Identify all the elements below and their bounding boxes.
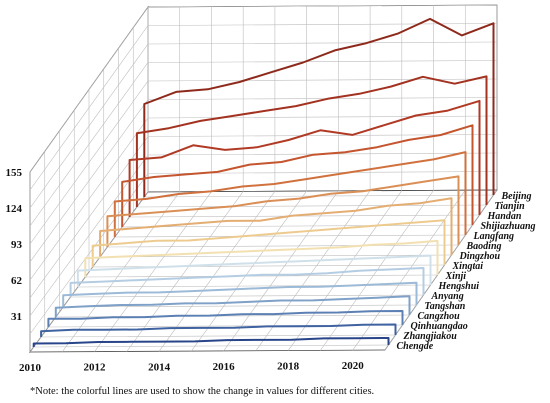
chart-series bbox=[32, 17, 495, 347]
grid-line bbox=[158, 191, 276, 352]
series-label: Hengshui bbox=[438, 281, 480, 292]
x-tick-label: 2016 bbox=[213, 361, 236, 373]
y-tick-label: 124 bbox=[6, 203, 23, 215]
series-line-cangzhou bbox=[54, 295, 411, 317]
series-label: Anyang bbox=[431, 291, 464, 302]
series-line-xingtai bbox=[91, 219, 446, 267]
grid-line bbox=[94, 191, 212, 352]
footnote: *Note: the colorful lines are used to sh… bbox=[30, 386, 375, 397]
grid-line bbox=[147, 97, 498, 100]
grid-line bbox=[147, 115, 498, 119]
x-tick-labels: 2010 2012 2014 2016 2018 2020 bbox=[19, 360, 364, 374]
grid-line bbox=[114, 234, 466, 238]
series-line-xinji bbox=[84, 239, 439, 277]
series-label: Tianjin bbox=[495, 201, 526, 212]
series-label: Shijiazhuang bbox=[481, 221, 536, 232]
series-label: Beijing bbox=[501, 191, 532, 202]
series-line-baoding bbox=[106, 175, 460, 247]
grid-line bbox=[126, 191, 244, 352]
grid-line bbox=[255, 190, 371, 351]
chart-grid bbox=[29, 4, 498, 353]
x-tick-label: 2010 bbox=[19, 362, 42, 374]
series-labels: BeijingTianjinHandanShijiazhuangLangfang… bbox=[397, 191, 536, 352]
grid-line bbox=[223, 190, 339, 352]
y-tick-label: 62 bbox=[11, 275, 23, 287]
grid-line bbox=[41, 334, 396, 338]
grid-line bbox=[107, 244, 459, 248]
grid-line bbox=[136, 204, 487, 208]
grid-line bbox=[63, 304, 417, 308]
grid-line bbox=[352, 190, 466, 351]
grid-line bbox=[384, 189, 498, 351]
series-label: Handan bbox=[487, 211, 522, 222]
series-line-chengde bbox=[32, 337, 390, 347]
series-line-tianjin bbox=[135, 75, 488, 207]
grid-line bbox=[85, 274, 438, 278]
series-line-tangshan bbox=[62, 281, 418, 307]
grid-line bbox=[147, 60, 498, 63]
grid-line bbox=[147, 4, 498, 8]
series-line-anyang bbox=[69, 267, 425, 297]
x-tick-label: 2014 bbox=[148, 361, 171, 373]
x-tick-label: 2018 bbox=[277, 361, 300, 373]
grid-line bbox=[33, 344, 389, 348]
series-line-qinhuangdao bbox=[47, 310, 404, 327]
series-label: Dingzhou bbox=[459, 251, 501, 262]
series-label: Cangzhou bbox=[418, 311, 461, 322]
series-line-dingzhou bbox=[99, 197, 453, 257]
grid-line bbox=[147, 41, 498, 45]
series-line-zhangjiakou bbox=[40, 323, 397, 337]
grid-line bbox=[191, 190, 307, 352]
series-line-beijing bbox=[143, 17, 495, 197]
series-line-langfang bbox=[113, 151, 467, 237]
series-label: Zhangjiakou bbox=[403, 331, 458, 342]
grid-line bbox=[287, 190, 403, 351]
series-line-hengshui bbox=[76, 254, 432, 287]
grid-line bbox=[62, 191, 180, 352]
x-tick-label: 2012 bbox=[84, 362, 107, 374]
grid-line bbox=[100, 254, 452, 258]
grid-line bbox=[129, 214, 480, 218]
y-tick-label: 31 bbox=[11, 311, 22, 323]
grid-line bbox=[70, 294, 424, 298]
series-line-handan bbox=[128, 99, 481, 217]
y-tick-labels: 31 62 93 124 155 bbox=[6, 167, 23, 323]
x-tick-label: 2020 bbox=[342, 360, 365, 372]
series-label: Baoding bbox=[466, 241, 502, 252]
grid-line bbox=[122, 224, 473, 228]
series-line-shijiazhuang bbox=[121, 124, 474, 227]
series-label: Langfang bbox=[473, 231, 515, 242]
series-label: Xinji bbox=[445, 271, 467, 282]
series-label: Tangshan bbox=[425, 301, 466, 312]
series-label: Qinhuangdao bbox=[411, 321, 468, 332]
y-tick-label: 93 bbox=[11, 239, 23, 251]
series-label: Xingtai bbox=[452, 261, 484, 272]
series-label: Chengde bbox=[397, 341, 434, 352]
y-tick-label: 155 bbox=[6, 167, 23, 179]
